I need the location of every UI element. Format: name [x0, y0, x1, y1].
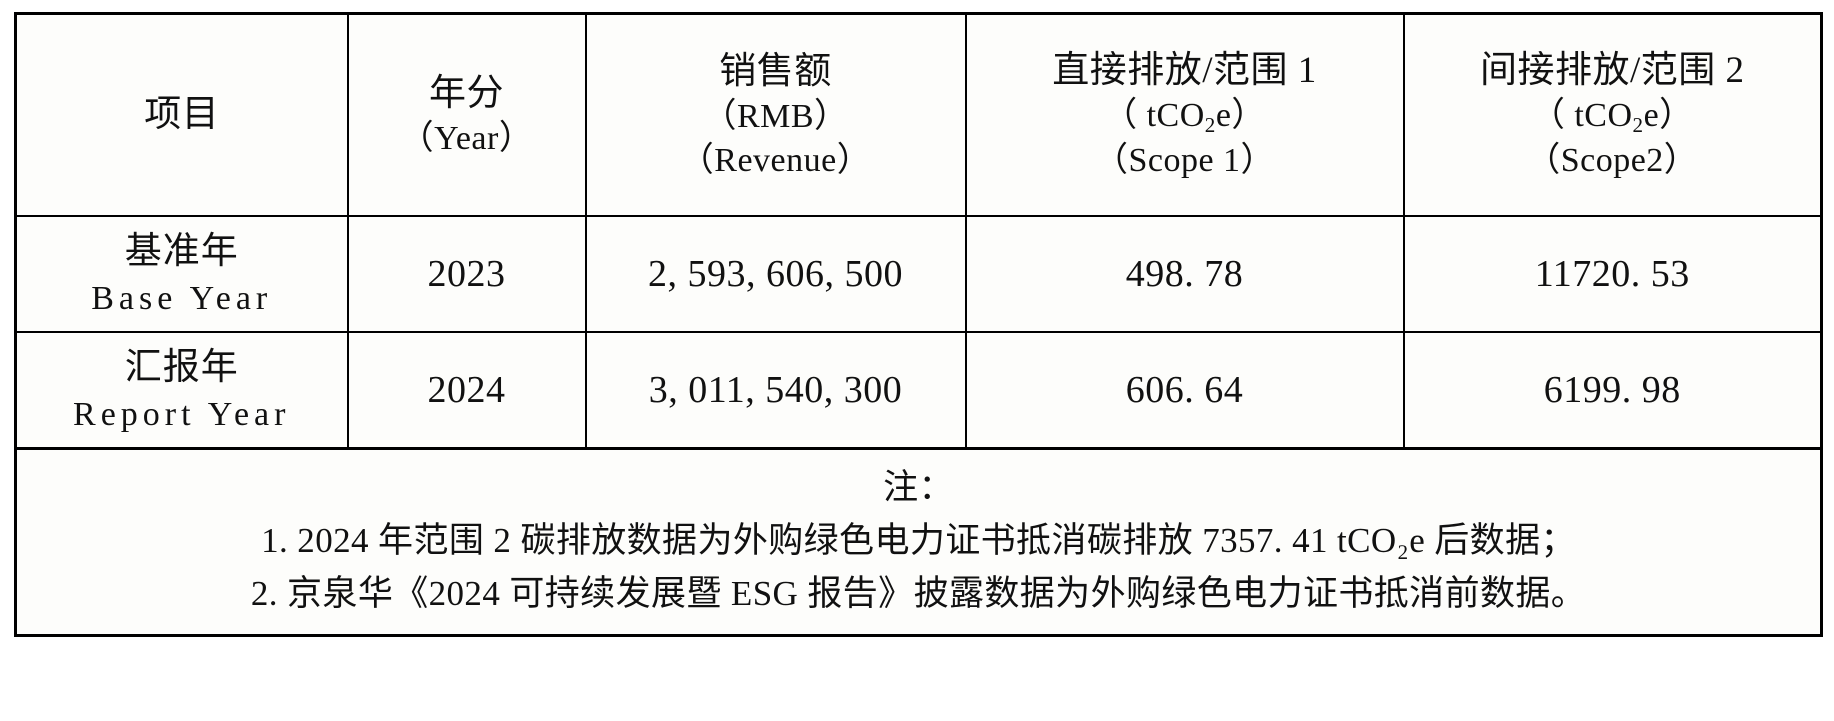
- header-scope2-cn: 间接排放/范围 2: [1479, 50, 1745, 92]
- notes-heading: 注：: [883, 468, 954, 508]
- subscript-two: 2: [1632, 113, 1644, 138]
- header-scope2-unit: （ tCO2e）: [1530, 97, 1694, 138]
- table-row: 基准年 Base Year 2023 2, 593, 606, 500 498.…: [14, 215, 1823, 333]
- header-cell-scope1: 直接排放/范围 1 （ tCO2e） （Scope 1）: [964, 12, 1405, 217]
- cell-year: 2023: [346, 215, 587, 333]
- row-label-base-year: 基准年 Base Year: [14, 215, 349, 333]
- emissions-table: 项目 年分 （Year） 销售额 （RMB） （Revenue） 直接排放/范围…: [14, 12, 1823, 637]
- notes-cell: 注： 1. 2024 年范围 2 碳排放数据为外购绿色电力证书抵消碳排放 735…: [14, 447, 1823, 637]
- header-scope1-en: （Scope 1）: [1093, 142, 1276, 180]
- header-scope2-en: （Scope2）: [1526, 142, 1699, 180]
- header-item-cn: 项目: [144, 94, 220, 136]
- row-label-cn: 基准年: [124, 230, 239, 272]
- cell-revenue: 3, 011, 540, 300: [584, 331, 967, 450]
- table-row: 汇报年 Report Year 2024 3, 011, 540, 300 60…: [14, 331, 1823, 450]
- header-scope1-unit: （ tCO2e）: [1103, 97, 1266, 138]
- header-cell-revenue: 销售额 （RMB） （Revenue）: [584, 12, 967, 217]
- header-revenue-cn: 销售额: [719, 50, 832, 92]
- header-revenue-en: （Revenue）: [679, 141, 872, 179]
- cell-revenue: 2, 593, 606, 500: [584, 215, 967, 333]
- cell-scope1: 498. 78: [964, 215, 1405, 333]
- header-year-cn: 年分: [429, 72, 504, 114]
- header-cell-item: 项目: [14, 12, 349, 217]
- table-notes-row: 注： 1. 2024 年范围 2 碳排放数据为外购绿色电力证书抵消碳排放 735…: [14, 447, 1823, 637]
- row-label-en: Base Year: [91, 279, 273, 317]
- row-label-cn: 汇报年: [124, 346, 239, 388]
- header-cell-scope2: 间接排放/范围 2 （ tCO2e） （Scope2）: [1402, 12, 1823, 217]
- header-year-en: （Year）: [399, 119, 534, 157]
- header-cell-year: 年分 （Year）: [346, 12, 587, 217]
- header-scope1-cn: 直接排放/范围 1: [1052, 50, 1317, 92]
- note-item-2: 2. 京泉华《2024 可持续发展暨 ESG 报告》披露数据为外购绿色电力证书抵…: [250, 574, 1587, 614]
- cell-scope1: 606. 64: [964, 331, 1405, 450]
- cell-scope2: 11720. 53: [1402, 215, 1823, 333]
- row-label-en: Report Year: [73, 395, 291, 433]
- row-label-report-year: 汇报年 Report Year: [14, 331, 349, 450]
- cell-scope2: 6199. 98: [1402, 331, 1823, 450]
- table-header-row: 项目 年分 （Year） 销售额 （RMB） （Revenue） 直接排放/范围…: [14, 12, 1823, 217]
- note-item-1: 1. 2024 年范围 2 碳排放数据为外购绿色电力证书抵消碳排放 7357. …: [261, 521, 1576, 561]
- cell-year: 2024: [346, 331, 587, 450]
- subscript-two: 2: [1204, 113, 1216, 138]
- header-revenue-currency: （RMB）: [702, 98, 849, 136]
